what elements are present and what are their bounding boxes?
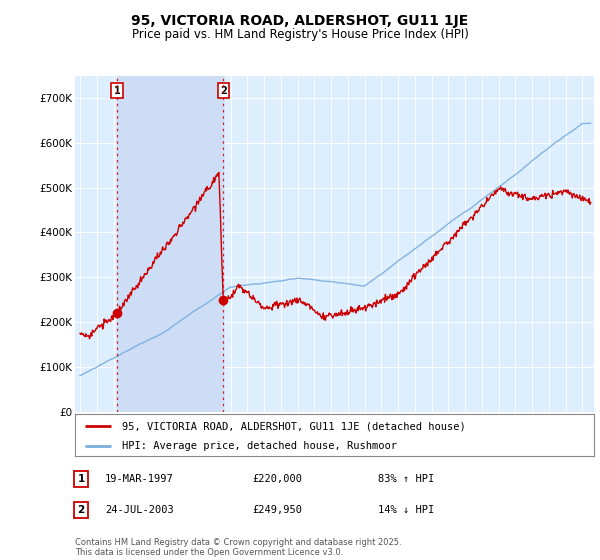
- Text: £220,000: £220,000: [252, 474, 302, 484]
- Text: 2: 2: [220, 86, 227, 96]
- Text: 14% ↓ HPI: 14% ↓ HPI: [378, 505, 434, 515]
- Text: 2: 2: [77, 505, 85, 515]
- Text: 1: 1: [113, 86, 121, 96]
- Text: Price paid vs. HM Land Registry's House Price Index (HPI): Price paid vs. HM Land Registry's House …: [131, 28, 469, 41]
- Text: 24-JUL-2003: 24-JUL-2003: [105, 505, 174, 515]
- Text: 1: 1: [77, 474, 85, 484]
- Text: HPI: Average price, detached house, Rushmoor: HPI: Average price, detached house, Rush…: [122, 441, 397, 451]
- Text: £249,950: £249,950: [252, 505, 302, 515]
- Text: 19-MAR-1997: 19-MAR-1997: [105, 474, 174, 484]
- Text: Contains HM Land Registry data © Crown copyright and database right 2025.
This d: Contains HM Land Registry data © Crown c…: [75, 538, 401, 557]
- Text: 95, VICTORIA ROAD, ALDERSHOT, GU11 1JE: 95, VICTORIA ROAD, ALDERSHOT, GU11 1JE: [131, 14, 469, 28]
- Text: 83% ↑ HPI: 83% ↑ HPI: [378, 474, 434, 484]
- Text: 95, VICTORIA ROAD, ALDERSHOT, GU11 1JE (detached house): 95, VICTORIA ROAD, ALDERSHOT, GU11 1JE (…: [122, 421, 466, 431]
- Bar: [117, 76, 223, 412]
